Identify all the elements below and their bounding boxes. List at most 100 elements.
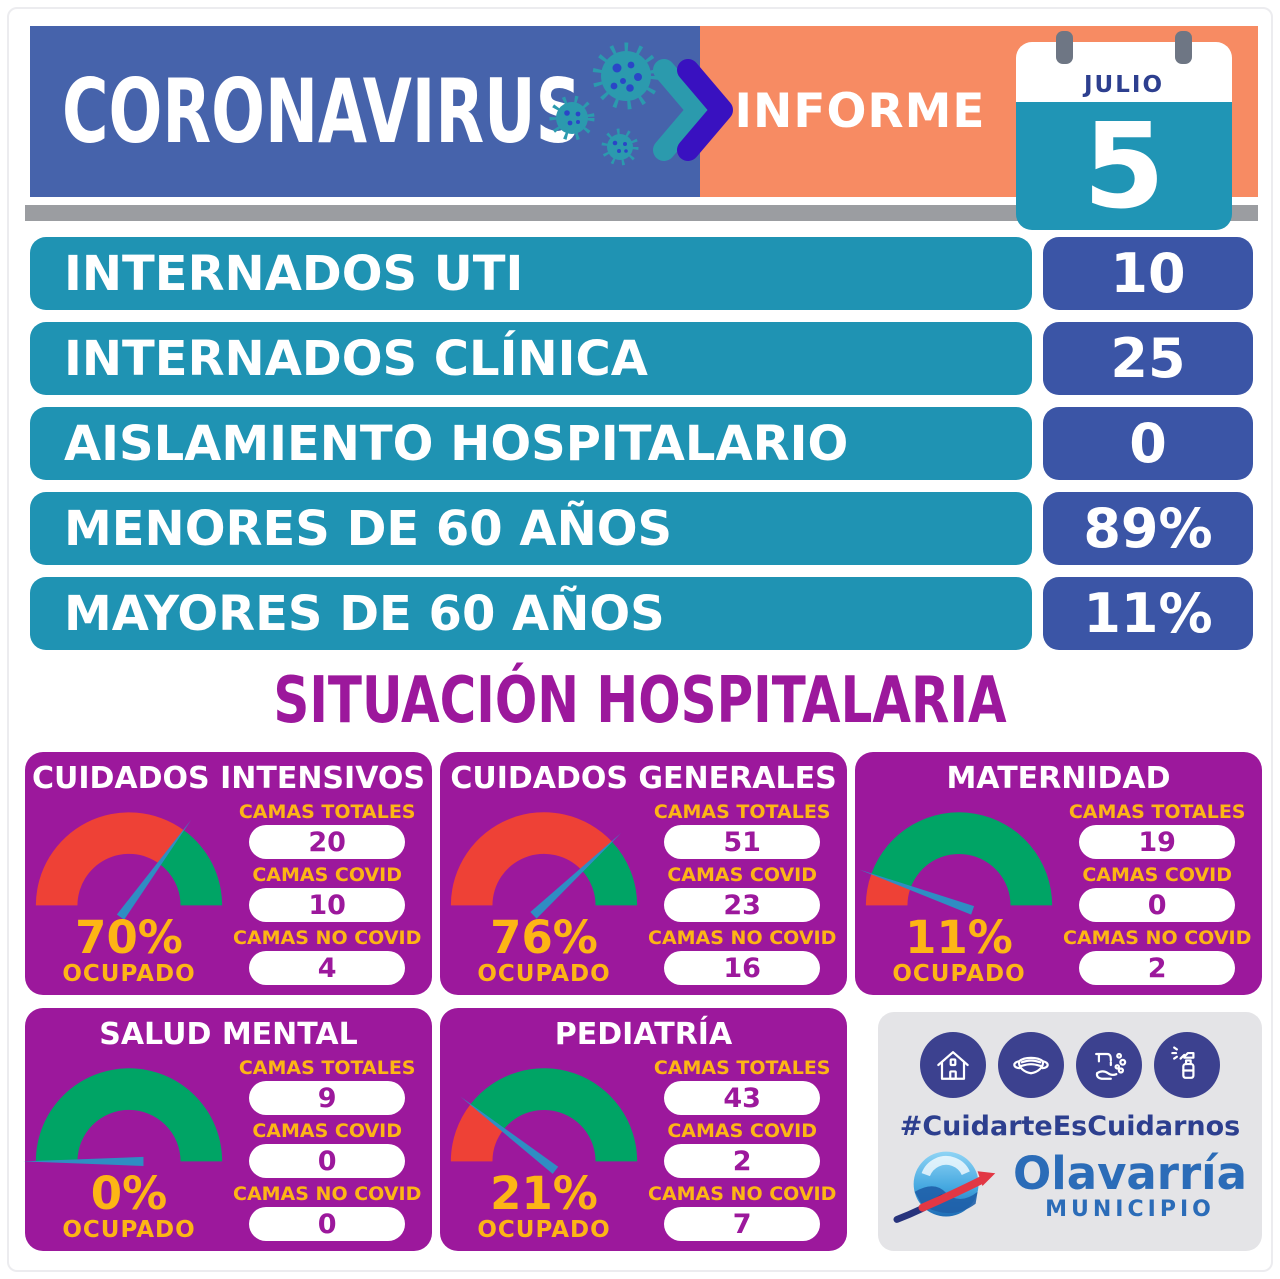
beds-no-covid-value: 7: [664, 1207, 821, 1241]
beds-no-covid-value: 4: [249, 951, 406, 985]
beds-no-covid-label: CAMAS NO COVID: [233, 927, 422, 949]
summary-row-internados-clinica: INTERNADOS CLÍNICA: [30, 322, 1032, 395]
calendar-month-strip: JULIO: [1016, 42, 1232, 102]
occupancy-word: OCUPADO: [477, 1217, 611, 1243]
occupancy-percent: 0%: [90, 1167, 168, 1220]
virus-icons: [549, 42, 660, 166]
beds-covid-label: CAMAS COVID: [667, 864, 818, 886]
beds-covid-label: CAMAS COVID: [252, 864, 403, 886]
hospital-card-cuidados-intensivos: CUIDADOS INTENSIVOS 70% OCUPADO CAMAS TO…: [25, 752, 432, 995]
beds-covid-value: 0: [249, 1144, 406, 1178]
beds-covid-value: 2: [664, 1144, 821, 1178]
beds-total-label: CAMAS TOTALES: [653, 1057, 831, 1079]
wash-hands-icon: [1076, 1032, 1142, 1098]
occupancy-gauge: [23, 1068, 223, 1166]
beds-total-value: 19: [1079, 825, 1236, 859]
occupancy-gauge: [35, 812, 223, 920]
gauge-free-arc: [35, 1068, 223, 1162]
card-title: PEDIATRÍA: [554, 1017, 733, 1052]
section-title: SITUACIÓN HOSPITALARIA: [0, 664, 1280, 738]
occupancy-word: OCUPADO: [477, 961, 611, 987]
virus-icon: [592, 42, 660, 110]
occupancy-gauge: [450, 812, 638, 919]
beds-total-label: CAMAS TOTALES: [653, 801, 831, 823]
chevron-back: [653, 59, 709, 161]
calendar-month: JULIO: [1084, 72, 1164, 98]
occupancy-percent: 70%: [75, 911, 183, 964]
hashtag: #CuidarteEsCuidarnos: [899, 1111, 1241, 1142]
occupancy-gauge: [859, 812, 1053, 915]
beds-total-value: 20: [249, 825, 406, 859]
summary-value: 0: [1043, 407, 1253, 480]
gauge-needle: [530, 832, 622, 919]
summary-row-label: MAYORES DE 60 AÑOS: [64, 585, 665, 642]
card-title: MATERNIDAD: [946, 761, 1171, 796]
municipality-logo: Olavarría MUNICIPIO: [878, 1146, 1262, 1226]
card-title: CUIDADOS GENERALES: [450, 761, 837, 796]
gauge-needle: [116, 819, 192, 920]
card-title: SALUD MENTAL: [99, 1017, 358, 1052]
occupancy-word: OCUPADO: [62, 961, 196, 987]
gauge-needle: [23, 1156, 144, 1166]
beds-covid-label: CAMAS COVID: [252, 1120, 403, 1142]
beds-covid-label: CAMAS COVID: [1082, 864, 1233, 886]
beds-covid-value: 0: [1079, 888, 1236, 922]
hospital-card-cuidados-generales: CUIDADOS GENERALES 76% OCUPADO CAMAS TOT…: [440, 752, 847, 995]
gauge-free-arc: [470, 1068, 638, 1162]
summary-row-aislamiento: AISLAMIENTO HOSPITALARIO: [30, 407, 1032, 480]
gauge-needle: [460, 1096, 559, 1174]
summary-value: 25: [1043, 322, 1253, 395]
summary-value: 10: [1043, 237, 1253, 310]
beds-total-value: 51: [664, 825, 821, 859]
calendar-day-area: 5: [1016, 102, 1232, 230]
beds-covid-value: 23: [664, 888, 821, 922]
section-title-text: SITUACIÓN HOSPITALARIA: [273, 664, 1007, 738]
page-title: CORONAVIRUS: [62, 26, 783, 197]
page-title-text: CORONAVIRUS: [62, 60, 582, 163]
gauge-occupied-arc: [865, 873, 911, 906]
summary-row-internados-uti: INTERNADOS UTI: [30, 237, 1032, 310]
brand-name: Olavarría: [1013, 1146, 1247, 1200]
gauge-free-arc: [159, 830, 223, 906]
hospital-card-maternidad: MATERNIDAD 11% OCUPADO CAMAS TOTALES 19 …: [855, 752, 1262, 995]
divider-bar: [25, 205, 1258, 221]
olavarria-logo-icon: [893, 1151, 996, 1223]
gauge-needle: [859, 869, 975, 915]
summary-row-label: INTERNADOS UTI: [64, 245, 524, 302]
gauge-occupied-arc: [450, 1104, 504, 1162]
stay-home-icon: [920, 1032, 986, 1098]
occupancy-percent: 21%: [490, 1167, 598, 1220]
face-mask-icon: [998, 1032, 1064, 1098]
beds-no-covid-label: CAMAS NO COVID: [648, 927, 837, 949]
card-title: CUIDADOS INTENSIVOS: [31, 761, 426, 796]
occupancy-gauge: [450, 1068, 638, 1174]
header-blue-band: [30, 26, 700, 197]
calendar-day: 5: [1082, 97, 1166, 235]
chevron-front: [677, 59, 733, 161]
beds-no-covid-label: CAMAS NO COVID: [233, 1183, 422, 1205]
virus-icon: [601, 128, 639, 166]
calendar: JULIO 5: [1016, 31, 1232, 230]
beds-no-covid-value: 16: [664, 951, 821, 985]
virus-icon: [549, 95, 595, 141]
double-chevron-icon: [653, 59, 733, 161]
gauge-occupied-arc: [450, 812, 612, 906]
summary-row-label: AISLAMIENTO HOSPITALARIO: [64, 415, 849, 472]
beds-total-label: CAMAS TOTALES: [238, 801, 416, 823]
prevention-panel: #CuidarteEsCuidarnos Olavarría: [878, 1012, 1262, 1251]
summary-row-label: INTERNADOS CLÍNICA: [64, 330, 648, 387]
beds-total-value: 43: [664, 1081, 821, 1115]
summary-row-mayores-60: MAYORES DE 60 AÑOS: [30, 577, 1032, 650]
occupancy-percent: 76%: [490, 911, 598, 964]
beds-covid-label: CAMAS COVID: [667, 1120, 818, 1142]
brand-subtitle: MUNICIPIO: [1045, 1197, 1215, 1223]
occupancy-word: OCUPADO: [62, 1217, 196, 1243]
summary-row-menores-60: MENORES DE 60 AÑOS: [30, 492, 1032, 565]
calendar-clip-icon: [1056, 31, 1073, 64]
beds-no-covid-label: CAMAS NO COVID: [648, 1183, 837, 1205]
informe-label: INFORME: [706, 26, 1014, 197]
beds-no-covid-value: 2: [1079, 951, 1236, 985]
gauge-occupied-arc: [35, 812, 184, 906]
beds-total-value: 9: [249, 1081, 406, 1115]
